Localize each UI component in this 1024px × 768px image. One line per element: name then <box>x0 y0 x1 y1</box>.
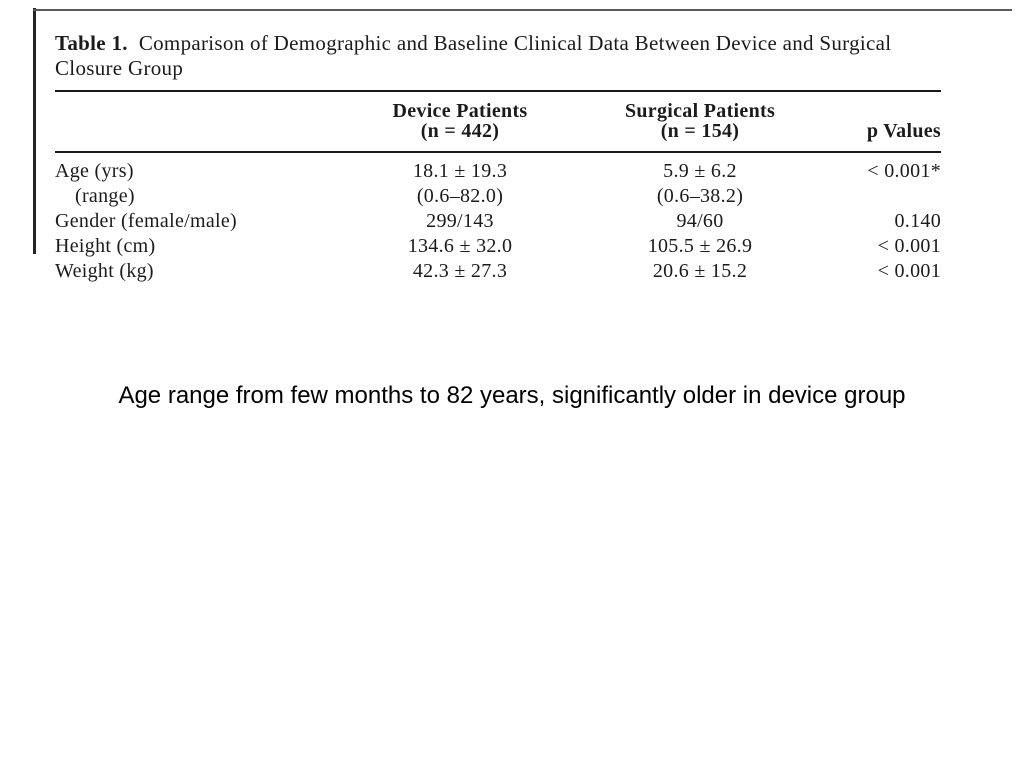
header-surgical-line2: (n = 154) <box>660 120 740 142</box>
table-rule-header-bottom <box>55 151 941 153</box>
cell-device-value: 299/143 <box>426 210 494 232</box>
header-surgical-patients: Surgical Patients (n = 154) <box>580 101 820 141</box>
table-body: Age (yrs) 18.1 ± 19.3 5.9 ± 6.2 < 0.001*… <box>55 153 941 284</box>
cell-surgical-value: 5.9 ± 6.2 <box>663 160 737 182</box>
cell-row-label: Height (cm) <box>55 235 156 257</box>
cell-device-value: 134.6 ± 32.0 <box>407 235 513 257</box>
cell-device-value: 42.3 ± 27.3 <box>412 260 508 282</box>
table-row-weight: Weight (kg) 42.3 ± 27.3 20.6 ± 15.2 < 0.… <box>55 259 941 284</box>
cell-surgical-value: 105.5 ± 26.9 <box>647 235 753 257</box>
cell-surgical-value: 94/60 <box>676 210 724 232</box>
cell-p-value <box>820 184 941 209</box>
cell-p-value: < 0.001 <box>877 260 941 282</box>
table-title: Table 1. Comparison of Demographic and Ba… <box>55 31 941 81</box>
cell-surgical-value: 20.6 ± 15.2 <box>652 260 748 282</box>
table-title-number: Table 1. <box>55 31 128 55</box>
cell-device-value: 18.1 ± 19.3 <box>412 160 508 182</box>
cell-row-label: Weight (kg) <box>55 260 154 282</box>
header-p-values: p Values <box>866 120 941 142</box>
scan-border-left <box>33 8 36 254</box>
cell-surgical-value: (0.6–38.2) <box>656 185 744 207</box>
table-title-text-line1: Comparison of Demographic and Baseline C… <box>138 31 892 55</box>
table-figure: Table 1. Comparison of Demographic and Ba… <box>55 31 941 284</box>
table-header-row: Device Patients (n = 442) Surgical Patie… <box>55 92 941 151</box>
header-device-line2: (n = 442) <box>420 120 500 142</box>
cell-p-value: < 0.001* <box>867 160 941 182</box>
slide-caption: Age range from few months to 82 years, s… <box>118 382 906 409</box>
cell-device-value: (0.6–82.0) <box>416 185 504 207</box>
table-title-text-line2: Closure Group <box>55 56 184 80</box>
cell-row-label: Gender (female/male) <box>55 210 238 232</box>
table-row-age-range: (range) (0.6–82.0) (0.6–38.2) <box>55 184 941 209</box>
cell-row-label: Age (yrs) <box>55 160 134 182</box>
table-row-age: Age (yrs) 18.1 ± 19.3 5.9 ± 6.2 < 0.001* <box>55 159 941 184</box>
header-device-patients: Device Patients (n = 442) <box>340 101 580 141</box>
header-device-line1: Device Patients <box>392 100 528 122</box>
header-empty-cell <box>55 101 340 141</box>
table-row-height: Height (cm) 134.6 ± 32.0 105.5 ± 26.9 < … <box>55 234 941 259</box>
cell-row-label: (range) <box>75 185 135 207</box>
scan-border-top <box>33 9 1012 11</box>
cell-p-value: 0.140 <box>894 210 941 232</box>
header-surgical-line1: Surgical Patients <box>624 100 776 122</box>
cell-p-value: < 0.001 <box>877 235 941 257</box>
table-row-gender: Gender (female/male) 299/143 94/60 0.140 <box>55 209 941 234</box>
table-rule-top <box>55 90 941 92</box>
